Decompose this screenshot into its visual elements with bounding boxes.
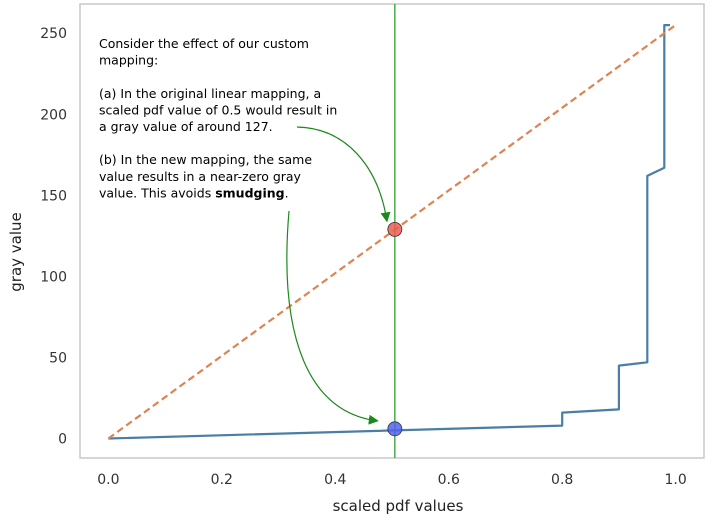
y-tick-label: 250 <box>40 26 67 42</box>
y-tick-label: 200 <box>40 107 67 123</box>
annotation-arrow-a <box>296 126 391 223</box>
y-tick-label: 150 <box>40 188 67 204</box>
annotation-layer: Consider the effect of our custom mapping… <box>99 36 391 425</box>
annotation-arrow-b <box>286 210 379 425</box>
x-axis-label: scaled pdf values <box>333 497 464 515</box>
x-tick-label: 0.8 <box>551 472 573 488</box>
x-tick-label: 0.4 <box>324 472 346 488</box>
plot-frame <box>79 3 705 459</box>
marks-layer <box>387 221 403 437</box>
annotation-line: (b) In the new mapping, the same <box>99 152 312 167</box>
y-axis-label: gray value <box>7 212 25 292</box>
annotation-line: (a) In the original linear mapping, a <box>99 86 321 101</box>
annotation-line: Consider the effect of our custom <box>99 36 309 51</box>
series-line-custom <box>108 24 670 440</box>
annotation-line: scaled pdf value of 0.5 would result in <box>99 102 337 117</box>
annotation-line: value. This avoids smudging. <box>99 185 289 200</box>
annotation-line: mapping: <box>99 53 158 68</box>
marker-custom-point <box>387 421 403 437</box>
x-tick-label: 0.0 <box>97 472 119 488</box>
x-tick-label: 1.0 <box>665 472 687 488</box>
marker-linear-point <box>387 221 403 237</box>
y-tick-label: 100 <box>40 269 67 285</box>
annotation-line: value results in a near-zero gray <box>99 169 302 184</box>
axes-layer: 0.0 0.2 0.4 0.6 0.8 1.0 0 50 100 150 200 250 <box>40 26 687 488</box>
x-tick-label: 0.2 <box>211 472 233 488</box>
series-line-linear <box>107 24 677 440</box>
y-tick-label: 0 <box>58 432 67 448</box>
y-tick-label: 50 <box>49 350 67 366</box>
annotation-line: a gray value of around 127. <box>99 119 273 134</box>
x-tick-label: 0.6 <box>438 472 460 488</box>
